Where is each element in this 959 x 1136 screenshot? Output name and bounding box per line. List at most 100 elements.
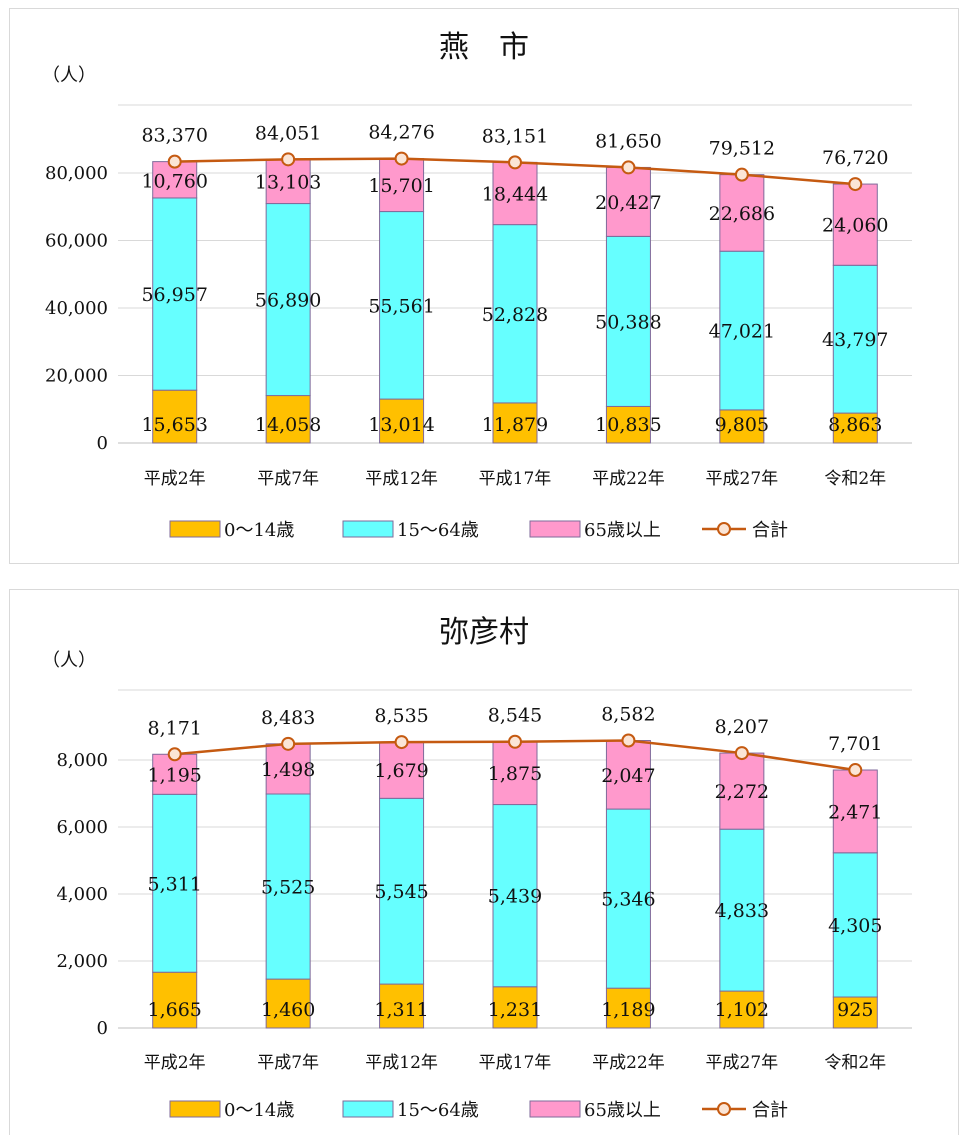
data-label-age-0-14: 13,014 <box>368 414 434 436</box>
x-tick-label: 平成2年 <box>144 469 206 489</box>
data-label-age-15-64: 4,833 <box>715 900 769 922</box>
data-label-total: 8,535 <box>374 705 428 727</box>
data-label-age-0-14: 925 <box>837 999 873 1021</box>
total-marker <box>621 733 636 748</box>
bar-segment-age-15-64 <box>719 828 765 992</box>
data-label-age-65-plus: 10,760 <box>141 171 207 193</box>
data-label-age-15-64: 5,439 <box>488 886 542 908</box>
bar-segment-age-65-plus <box>265 743 311 795</box>
data-label-age-65-plus: 1,679 <box>374 760 428 782</box>
total-marker <box>621 160 636 175</box>
total-marker <box>734 167 749 182</box>
bar-segment-age-0-14 <box>719 990 765 1029</box>
y-tick-label: 80,000 <box>45 163 108 184</box>
legend-item-age-0-14-label: 0～14歳 <box>224 520 294 541</box>
data-label-total: 81,650 <box>595 130 661 152</box>
data-label-age-65-plus: 2,272 <box>715 781 769 803</box>
total-marker <box>281 736 296 751</box>
bar-segment-age-65-plus <box>265 158 311 205</box>
bar-segment-age-0-14 <box>832 412 878 444</box>
data-label-age-65-plus: 1,875 <box>488 763 542 785</box>
legend-item-age-0-14-label: 0～14歳 <box>224 1100 294 1121</box>
y-tick-label: 20,000 <box>45 366 108 387</box>
data-label-age-0-14: 1,665 <box>148 999 202 1021</box>
data-label-age-65-plus: 13,103 <box>255 171 321 193</box>
data-label-age-65-plus: 15,701 <box>368 175 434 197</box>
data-label-age-65-plus: 1,195 <box>148 764 202 786</box>
bar-segment-age-15-64 <box>605 808 651 989</box>
data-label-total: 84,276 <box>368 122 434 144</box>
total-marker <box>508 734 522 749</box>
bar-segment-age-15-64 <box>492 804 538 988</box>
data-label-total: 8,171 <box>148 717 202 739</box>
bar-segment-age-15-64 <box>379 797 425 985</box>
bar-segment-age-0-14 <box>605 405 651 444</box>
total-marker <box>848 763 863 778</box>
legend-item-age-15-64-swatch <box>342 520 394 538</box>
chart-panel-yahiko: 弥彦村 （人） 0 2,000 4,000 6,000 8,000 1,665 5,311 1,1… <box>9 589 959 1135</box>
data-label-age-65-plus: 2,047 <box>601 765 655 787</box>
data-label-age-0-14: 1,311 <box>374 999 428 1021</box>
bar-segment-age-15-64 <box>719 250 765 411</box>
total-marker <box>508 155 522 170</box>
bar-segment-age-15-64 <box>492 224 538 404</box>
x-tick-label: 平成12年 <box>365 1053 438 1073</box>
bar-segment-age-0-14 <box>719 409 765 444</box>
data-label-total: 79,512 <box>709 138 775 160</box>
x-tick-label: 平成12年 <box>365 469 438 489</box>
data-label-age-15-64: 4,305 <box>828 915 882 937</box>
data-label-age-15-64: 43,797 <box>822 329 888 351</box>
x-tick-label: 平成17年 <box>479 1053 552 1073</box>
data-label-age-15-64: 56,890 <box>255 290 321 312</box>
data-label-age-65-plus: 22,686 <box>709 203 775 225</box>
data-label-total: 83,370 <box>141 125 207 147</box>
y-tick-label: 60,000 <box>45 231 108 252</box>
bar-segment-age-0-14 <box>492 402 538 444</box>
legend-item-age-0-14-swatch <box>169 1100 221 1118</box>
x-tick-label: 平成17年 <box>479 469 552 489</box>
y-tick-label: 0 <box>97 1018 108 1039</box>
x-tick-label: 平成22年 <box>592 469 665 489</box>
legend-item-age-15-64-label: 15～64歳 <box>397 520 479 541</box>
data-label-age-15-64: 5,525 <box>261 877 315 899</box>
data-label-age-15-64: 50,388 <box>595 311 661 333</box>
legend-item-total-swatch-marker <box>717 1102 731 1116</box>
data-label-total: 8,582 <box>601 704 655 726</box>
data-label-age-65-plus: 1,498 <box>261 759 315 781</box>
bar-segment-age-15-64 <box>265 793 311 980</box>
legend: 0～14歳 15～64歳 65歳以上 合計 <box>169 1100 788 1121</box>
data-label-total: 8,545 <box>488 705 542 727</box>
x-tick-label: 平成7年 <box>257 469 319 489</box>
y-tick-label: 0 <box>97 433 108 454</box>
legend-item-age-65-plus-label: 65歳以上 <box>584 520 661 541</box>
legend-item-age-0-14-swatch <box>169 520 221 538</box>
data-label-age-15-64: 56,957 <box>141 284 207 306</box>
data-label-age-0-14: 15,653 <box>141 414 207 436</box>
bar-segment-age-0-14 <box>379 983 425 1029</box>
chart-title: 弥彦村 <box>439 615 529 650</box>
data-label-total: 76,720 <box>822 147 888 169</box>
bar-segment-age-15-64 <box>605 235 651 407</box>
y-tick-label: 40,000 <box>45 298 108 319</box>
bar-segment-age-0-14 <box>152 389 198 444</box>
legend-item-age-65-plus-swatch <box>529 1100 581 1118</box>
data-label-age-15-64: 5,311 <box>148 873 202 895</box>
chart-tsubame: 燕 市 （人） 0 20,000 40,000 60,000 80,000 15,653 56,… <box>42 30 912 541</box>
legend-item-total-label: 合計 <box>752 520 788 541</box>
bar-segment-age-15-64 <box>379 211 425 400</box>
bar-segment-age-65-plus <box>719 752 765 830</box>
legend-item-age-15-64-swatch <box>342 1100 394 1118</box>
data-label-age-65-plus: 18,444 <box>482 183 548 205</box>
y-tick-label: 8,000 <box>56 750 108 771</box>
data-label-age-0-14: 1,102 <box>715 999 769 1021</box>
data-label-age-0-14: 8,863 <box>828 414 882 436</box>
data-label-age-65-plus: 2,471 <box>828 801 882 823</box>
data-label-total: 83,151 <box>482 125 548 147</box>
data-label-total: 7,701 <box>828 733 882 755</box>
chart-title: 燕 市 <box>439 30 529 65</box>
bar-segment-age-65-plus <box>605 740 651 810</box>
bar-segment-age-15-64 <box>152 793 198 973</box>
total-marker <box>167 154 182 169</box>
bar-segment-age-65-plus <box>832 183 878 266</box>
x-tick-label: 平成27年 <box>706 469 779 489</box>
